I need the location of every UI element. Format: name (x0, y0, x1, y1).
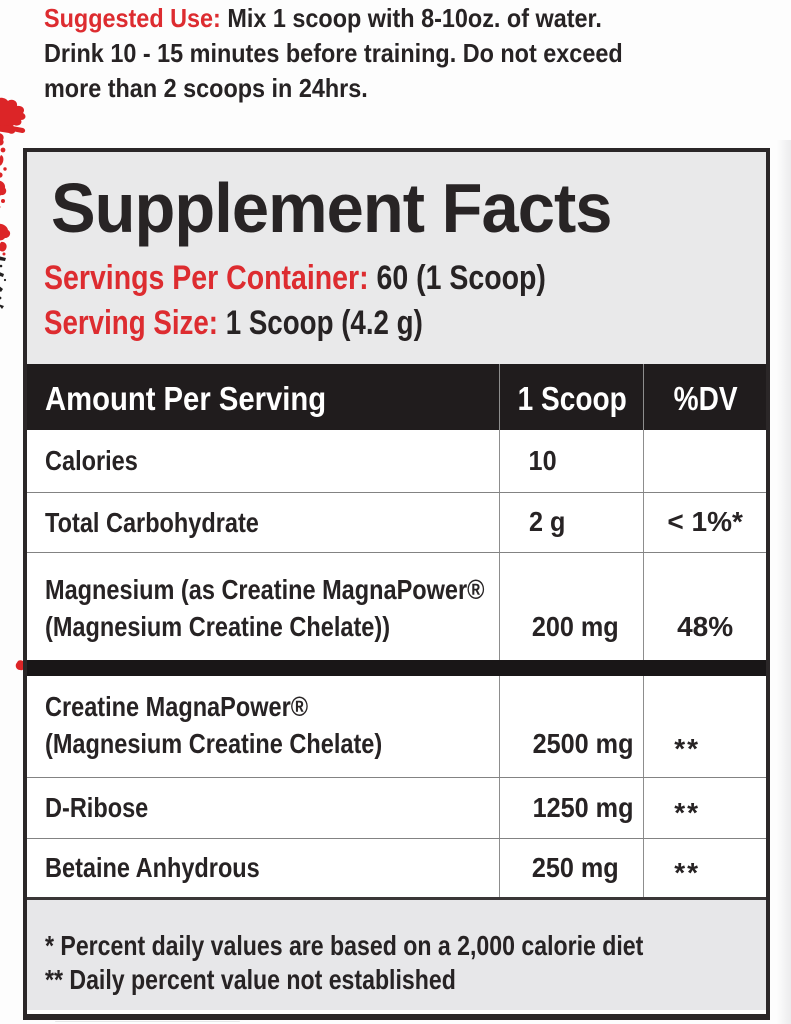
amount-value: 10 (499, 429, 643, 492)
amount-value: 2500 mg (499, 675, 643, 777)
table-row: Calories 10 (27, 429, 766, 492)
daily-value: < 1%* (643, 492, 766, 552)
ingredient-name: Creatine MagnaPower® (Magnesium Creatine … (44, 690, 382, 759)
suggested-use-line3: more than 2 scoops in 24hrs. (44, 73, 368, 103)
table-row: Creatine MagnaPower® (Magnesium Creatine … (27, 675, 766, 777)
footnote-not-established: ** Daily percent value not established (44, 963, 456, 995)
column-header-1-scoop: 1 Scoop (499, 363, 643, 430)
ingredient-name: Magnesium (as Creatine MagnaPower® (Magne… (44, 573, 485, 642)
footnote-daily-values: * Percent daily values are based on a 2,… (44, 929, 644, 961)
supplement-facts-panel: Supplement Facts Servings Per Container:… (22, 147, 771, 1020)
amount-value: 250 mg (499, 838, 643, 897)
page-edge-shade (777, 140, 791, 1024)
servings-per-container: Servings Per Container: 60 (1 Scoop) (44, 258, 547, 297)
thick-divider (26, 659, 767, 676)
table-row: Total Carbohydrate 2 g < 1%* (26, 491, 767, 552)
column-header-amount-per-serving: Amount Per Serving (44, 379, 326, 417)
column-header-dv: %DV (643, 363, 766, 430)
ingredient-name: D-Ribose (44, 792, 149, 823)
suggested-use-label: Suggested Use: (44, 3, 221, 33)
suggested-use-text: Suggested Use: Mix 1 scoop with 8-10oz. … (44, 1, 687, 106)
ingredient-name: Betaine Anhydrous (44, 852, 260, 883)
ingredient-name: Calories (44, 445, 138, 476)
table-row: Magnesium (as Creatine MagnaPower® (Magne… (26, 552, 767, 660)
table-body: Calories 10 Total Carbohydrate 2 g < 1%* Magn… (26, 429, 767, 897)
amount-value: 200 mg (499, 553, 643, 660)
daily-value: ** (643, 675, 766, 777)
amount-value: 2 g (499, 492, 643, 552)
daily-value: 48% (643, 553, 766, 660)
suggested-use-line2: Drink 10 - 15 minutes before training. D… (44, 38, 623, 68)
ingredient-name: Total Carbohydrate (44, 506, 259, 538)
suggested-use-line1: Suggested Use: Mix 1 scoop with 8-10oz. … (44, 3, 602, 33)
facts-header-section: Supplement Facts Servings Per Container:… (26, 151, 767, 364)
table-header-row: Amount Per Serving 1 Scoop %DV (26, 363, 767, 430)
bottom-smudge (55, 1020, 240, 1023)
daily-value: ** (643, 838, 766, 897)
red-splatter-art (0, 97, 26, 309)
serving-size: Serving Size: 1 Scoop (4.2 g) (44, 303, 424, 342)
amount-value: 1250 mg (499, 777, 643, 838)
table-row: Betaine Anhydrous 250 mg ** (26, 837, 767, 897)
daily-value (643, 429, 766, 492)
footnotes-section: * Percent daily values are based on a 2,… (26, 896, 767, 1010)
daily-value: ** (643, 777, 766, 838)
table-row: D-Ribose 1250 mg ** (26, 776, 767, 838)
facts-title: Supplement Facts (50, 168, 612, 247)
